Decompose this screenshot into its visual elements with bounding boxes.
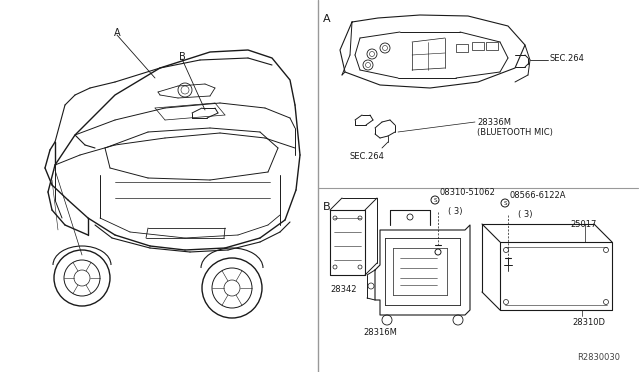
Text: R2830030: R2830030 (577, 353, 620, 362)
Text: 28310D: 28310D (572, 318, 605, 327)
Text: B: B (179, 52, 186, 62)
Bar (486, 42, 498, 50)
Text: A: A (114, 28, 120, 38)
Text: 28316M: 28316M (363, 328, 397, 337)
Bar (456, 44, 468, 52)
Text: S: S (433, 198, 436, 202)
Text: SEC.264: SEC.264 (350, 152, 385, 161)
Text: 08566-6122A: 08566-6122A (510, 191, 566, 200)
Text: 08310-51062: 08310-51062 (440, 188, 496, 197)
Text: 28336M
(BLUETOOTH MIC): 28336M (BLUETOOTH MIC) (477, 118, 553, 137)
Text: B: B (323, 202, 331, 212)
Text: SEC.264: SEC.264 (550, 54, 585, 62)
Text: S: S (503, 201, 507, 205)
Text: 25017: 25017 (570, 220, 596, 229)
Text: 28342: 28342 (330, 285, 356, 294)
Bar (0, 0, 318, 372)
Text: ( 3): ( 3) (448, 207, 463, 216)
Bar (472, 42, 484, 50)
Text: ( 3): ( 3) (518, 210, 532, 219)
Bar (318, 0, 640, 372)
Text: A: A (323, 14, 331, 24)
